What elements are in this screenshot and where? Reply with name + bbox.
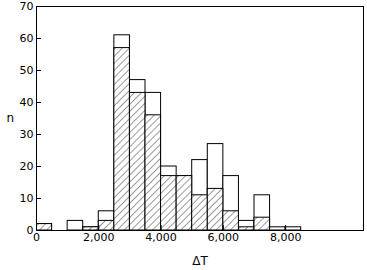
svg-text:2,000: 2,000 — [83, 231, 115, 244]
svg-text:8,000: 8,000 — [270, 231, 302, 244]
svg-text:0: 0 — [27, 224, 34, 237]
svg-text:4,000: 4,000 — [145, 231, 177, 244]
svg-text:n: n — [7, 111, 15, 125]
svg-text:ΔT: ΔT — [192, 254, 208, 268]
svg-text:70: 70 — [20, 0, 34, 13]
svg-text:20: 20 — [20, 160, 34, 173]
svg-text:50: 50 — [20, 64, 34, 77]
svg-text:40: 40 — [20, 96, 34, 109]
svg-text:6,000: 6,000 — [208, 231, 240, 244]
svg-text:60: 60 — [20, 32, 34, 45]
svg-text:10: 10 — [20, 192, 34, 205]
svg-text:30: 30 — [20, 128, 34, 141]
svg-text:0: 0 — [33, 231, 40, 244]
